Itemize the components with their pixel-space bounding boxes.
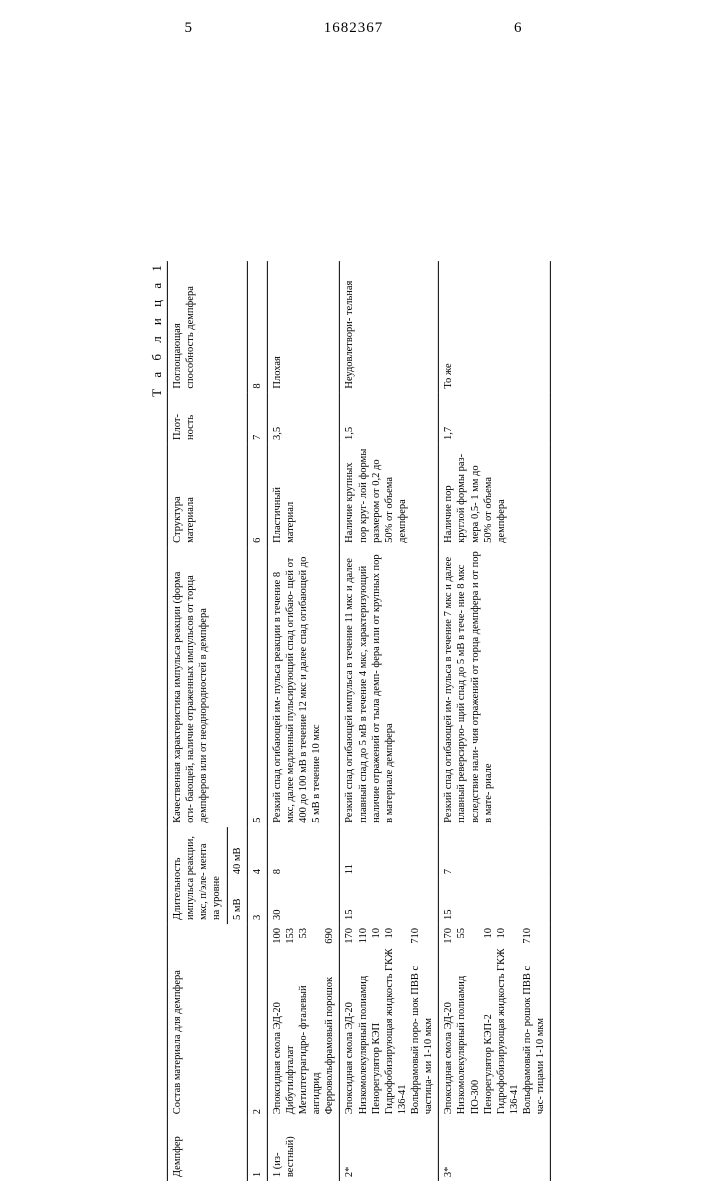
table-row: 2*Эпоксидная смола ЭД-20170Низкомолекуля… bbox=[340, 261, 439, 1181]
table-head: Демпфер Состав материала для демпфера Дл… bbox=[167, 261, 267, 1181]
table-label: Т а б л и ц а 1 bbox=[149, 261, 165, 1181]
composition-line: Пенорегулятор КЭП 10 bbox=[370, 928, 383, 1114]
component-qty: 10 bbox=[383, 928, 409, 945]
cell-5mv: 15 bbox=[340, 878, 439, 924]
cell-dens: 1,5 bbox=[340, 393, 439, 444]
cell-dempfer: 2* bbox=[340, 1118, 439, 1181]
hdr-dempfer: Демпфер bbox=[167, 1118, 247, 1181]
component-name: Эпоксидная смола ЭД-20 bbox=[343, 1002, 356, 1114]
cell-40mv: 11 bbox=[340, 827, 439, 878]
cell-absorb: Неудовлетвори- тельная bbox=[340, 261, 439, 392]
column-numbers: 1 2 3 4 5 6 7 8 bbox=[247, 261, 267, 1181]
component-name: Низкомолекулярный полиамид bbox=[356, 976, 369, 1114]
hdr-struct: Структура материала bbox=[167, 444, 247, 547]
component-name: Эпоксидная смола ЭД-20 bbox=[442, 1002, 455, 1114]
component-qty: 10 bbox=[482, 928, 495, 945]
cell-40mv: 7 bbox=[439, 827, 551, 878]
page-right: 6 bbox=[438, 20, 598, 37]
component-qty: 10 bbox=[495, 928, 521, 945]
cell-5mv: 30 bbox=[267, 878, 340, 924]
component-name: Эпоксидная смола ЭД-20 bbox=[271, 1002, 284, 1114]
composition-line: Вольфрамовый поро- шок ПВВ с частица- ми… bbox=[409, 928, 435, 1114]
component-qty: 170 bbox=[343, 928, 356, 950]
component-qty: 153 bbox=[284, 928, 297, 950]
hdr-absorb: Поглощающая способность демпфера bbox=[167, 261, 247, 392]
cell-struct: Наличие крупных пор круг- лой формы разм… bbox=[340, 444, 439, 547]
component-name: Вольфрамовый по- рошок ПВВ с час- тицами… bbox=[521, 950, 547, 1115]
component-qty: 100 bbox=[271, 928, 284, 950]
coln-6: 6 bbox=[247, 444, 267, 547]
component-name: Гидрофобизирующая жидкость ГКЖ 136-41 bbox=[495, 945, 521, 1115]
hdr-40mv: 40 мВ bbox=[227, 827, 247, 878]
cell-qual: Резкий спад огибающей импульса в течение… bbox=[340, 547, 439, 827]
component-name: Вольфрамовый поро- шок ПВВ с частица- ми… bbox=[409, 950, 435, 1115]
cell-dens: 3,5 bbox=[267, 393, 340, 444]
coln-4: 4 bbox=[247, 827, 267, 878]
component-qty: 55 bbox=[455, 928, 481, 945]
cell-40mv: 8 bbox=[267, 827, 340, 878]
cell-5mv: 15 bbox=[439, 878, 551, 924]
coln-2: 2 bbox=[247, 924, 267, 1118]
hdr-5mv: 5 мВ bbox=[227, 878, 247, 924]
composition-line: Вольфрамовый по- рошок ПВВ с час- тицами… bbox=[521, 928, 547, 1114]
composition-line: Пенорегулятор КЭП-2 10 bbox=[482, 928, 495, 1114]
hdr-density: Плот- ность bbox=[167, 393, 247, 444]
table-body: 1 (из- вестный)Эпоксидная смола ЭД-20100… bbox=[267, 261, 551, 1181]
coln-1: 1 bbox=[247, 1118, 267, 1181]
component-qty: 690 bbox=[323, 928, 336, 950]
component-name: Дибутилфталат bbox=[284, 1045, 297, 1114]
doc-number: 1682367 bbox=[274, 20, 434, 37]
component-qty: 710 bbox=[409, 928, 435, 950]
page-left: 5 bbox=[109, 20, 269, 37]
component-name: Низкомолекулярный полиамид ПО-300 bbox=[455, 945, 481, 1115]
composition-line: Дибутилфталат 153 bbox=[284, 928, 297, 1114]
cell-absorb: Плохая bbox=[267, 261, 340, 392]
component-qty: 53 bbox=[297, 928, 323, 945]
component-qty: 110 bbox=[356, 928, 369, 949]
cell-qual: Резкий спад огибающей им- пульса в течен… bbox=[439, 547, 551, 827]
component-qty: 170 bbox=[442, 928, 455, 950]
coln-8: 8 bbox=[247, 261, 267, 392]
coln-3: 3 bbox=[247, 878, 267, 924]
component-name: Гидрофобизирующая жидкость ГКЖ 136-41 bbox=[383, 945, 409, 1115]
table-row: 3* Эпоксидная смола ЭД-20 170Низкомолекуля… bbox=[439, 261, 551, 1181]
rotated-table-wrap: Т а б л и ц а 1 Демпфер Состав материала… bbox=[149, 261, 551, 1181]
cell-qual: Резкий спад огибающей им- пульса реакции… bbox=[267, 547, 340, 827]
hdr-composition: Состав материала для демпфера bbox=[167, 924, 247, 1118]
cell-dens: 1,7 bbox=[439, 393, 551, 444]
coln-7: 7 bbox=[247, 393, 267, 444]
component-qty: 10 bbox=[370, 928, 383, 945]
cell-absorb: То же bbox=[439, 261, 551, 392]
composition-line: Эпоксидная смола ЭД-20 170 bbox=[343, 928, 356, 1114]
component-name: Ферровольфрамовый порошок bbox=[323, 977, 336, 1114]
page-numbers: 5 1682367 6 bbox=[20, 20, 687, 37]
hdr-duration-group: Длительность импульса реакции, мкс, п/эл… bbox=[167, 827, 227, 924]
cell-dempfer: 3* bbox=[439, 1118, 551, 1181]
coln-5: 5 bbox=[247, 547, 267, 827]
composition-line: Гидрофобизирующая жидкость ГКЖ 136-4110 bbox=[383, 928, 409, 1114]
cell-dempfer: 1 (из- вестный) bbox=[267, 1118, 340, 1181]
component-name: Метилтетрагидро- фталевый ангидрид bbox=[297, 945, 323, 1115]
table-row: 1 (из- вестный) Эпоксидная смола ЭД-20 100… bbox=[267, 261, 340, 1181]
composition-line: Гидрофобизирующая жидкость ГКЖ 136-4110 bbox=[495, 928, 521, 1114]
cell-struct: Пластичный материал bbox=[267, 444, 340, 547]
composition-line: Метилтетрагидро- фталевый ангидрид53 bbox=[297, 928, 323, 1114]
composition-line: Эпоксидная смола ЭД-20 170 bbox=[442, 928, 455, 1114]
cell-composition: Эпоксидная смола ЭД-20 100 Дибутилфталат 15… bbox=[267, 924, 340, 1118]
component-qty: 710 bbox=[521, 928, 547, 950]
cell-composition: Эпоксидная смола ЭД-20 170Низкомолекулярн… bbox=[439, 924, 551, 1118]
composition-line: Эпоксидная смола ЭД-20 100 bbox=[271, 928, 284, 1114]
hdr-qual: Качественная характеристика импульса реа… bbox=[167, 547, 247, 827]
composition-line: Низкомолекулярный полиамид ПО-30055 bbox=[455, 928, 481, 1114]
component-name: Пенорегулятор КЭП-2 bbox=[482, 1014, 495, 1114]
composition-line: Низкомолекулярный полиамид 110 bbox=[356, 928, 369, 1114]
cell-struct: Наличие пор круглой формы раз- мера 0,5-… bbox=[439, 444, 551, 547]
cell-composition: Эпоксидная смола ЭД-20170Низкомолекулярн… bbox=[340, 924, 439, 1118]
component-name: Пенорегулятор КЭП bbox=[370, 1023, 383, 1114]
composition-line: Ферровольфрамовый порошок 690 bbox=[323, 928, 336, 1114]
main-table: Демпфер Состав материала для демпфера Дл… bbox=[167, 261, 551, 1181]
